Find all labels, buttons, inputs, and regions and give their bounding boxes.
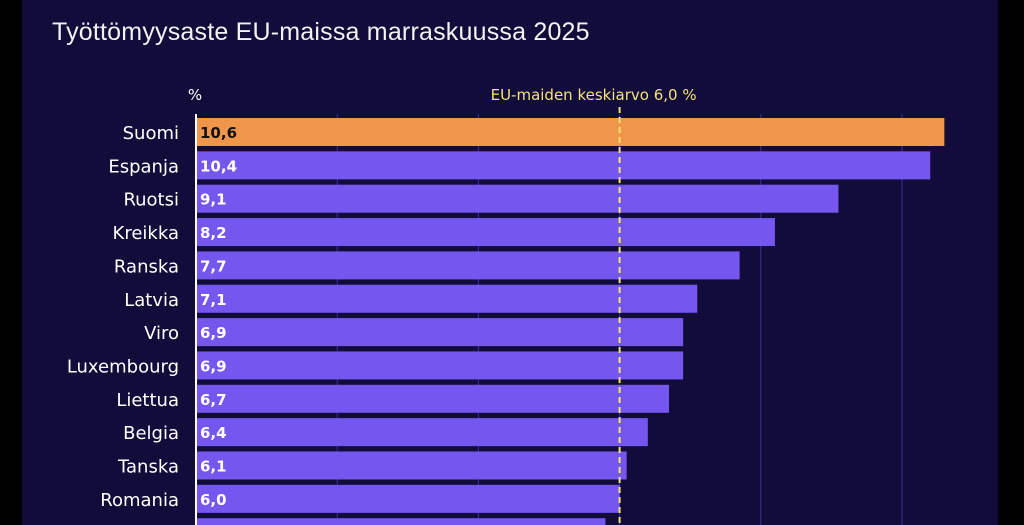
bar [196,384,670,413]
category-label: Liettua [116,390,179,411]
category-label: Espanja [108,156,179,177]
category-label: Romania [100,490,179,511]
value-label: 6,0 [200,491,227,509]
bar [196,184,839,213]
reference-line-label: EU-maiden keskiarvo 6,0 % [491,86,697,104]
category-label: Viro [144,323,179,344]
value-label: 6,9 [200,324,227,342]
bar [196,318,684,347]
category-label: Kreikka [113,223,179,244]
category-label: Latvia [124,290,179,311]
category-label: Belgia [123,423,179,444]
category-label: Suomi [123,123,179,144]
category-label: Ranska [114,256,179,277]
bar [196,484,620,513]
bar [196,284,698,313]
bar [196,351,684,380]
value-label: 8,2 [200,224,227,242]
bar [196,251,740,280]
value-label: 6,4 [200,424,227,442]
value-label: 7,7 [200,257,227,275]
category-label: Ruotsi [123,190,179,211]
value-label: 10,6 [200,124,237,142]
chart-title: Työttömyysaste EU-maissa marraskuussa 20… [52,18,590,46]
value-label: 7,1 [200,291,227,309]
bar [196,518,606,525]
value-label: 9,1 [200,191,227,209]
value-label: 6,7 [200,391,227,409]
unit-label: % [188,86,202,104]
value-label: 10,4 [200,157,237,175]
value-label: 6,9 [200,357,227,375]
bar [196,218,775,247]
bar [196,118,945,146]
value-label: 6,1 [200,458,227,476]
bar [196,418,648,447]
category-label: Tanska [117,457,179,478]
bar [196,151,931,180]
category-label: Luxembourg [67,356,179,377]
bar [196,451,627,480]
